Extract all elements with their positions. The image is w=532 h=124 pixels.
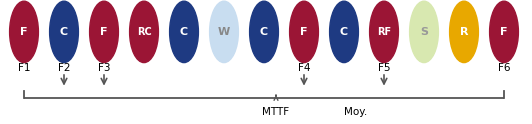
Text: MTTF: MTTF [262,107,289,117]
Ellipse shape [250,1,278,63]
Ellipse shape [410,1,438,63]
Text: F1: F1 [18,63,30,74]
Ellipse shape [330,1,359,63]
Text: W: W [218,27,230,37]
Ellipse shape [289,1,318,63]
Text: F5: F5 [378,63,390,74]
Text: RF: RF [377,27,391,37]
Ellipse shape [370,1,398,63]
Ellipse shape [170,1,198,63]
Text: F4: F4 [298,63,310,74]
Ellipse shape [130,1,159,63]
Text: C: C [260,27,268,37]
Ellipse shape [89,1,119,63]
Ellipse shape [10,1,38,63]
Ellipse shape [49,1,78,63]
Text: Moy.: Moy. [344,107,368,117]
Text: F6: F6 [498,63,510,74]
Text: C: C [340,27,348,37]
Ellipse shape [210,1,238,63]
Text: S: S [420,27,428,37]
Text: F: F [300,27,307,37]
Ellipse shape [489,1,518,63]
Text: RC: RC [137,27,152,37]
Text: C: C [60,27,68,37]
Text: R: R [460,27,468,37]
Ellipse shape [450,1,478,63]
Text: F: F [20,27,28,37]
Text: F: F [100,27,108,37]
Text: F2: F2 [58,63,70,74]
Text: F: F [500,27,508,37]
Text: F3: F3 [98,63,110,74]
Text: C: C [180,27,188,37]
